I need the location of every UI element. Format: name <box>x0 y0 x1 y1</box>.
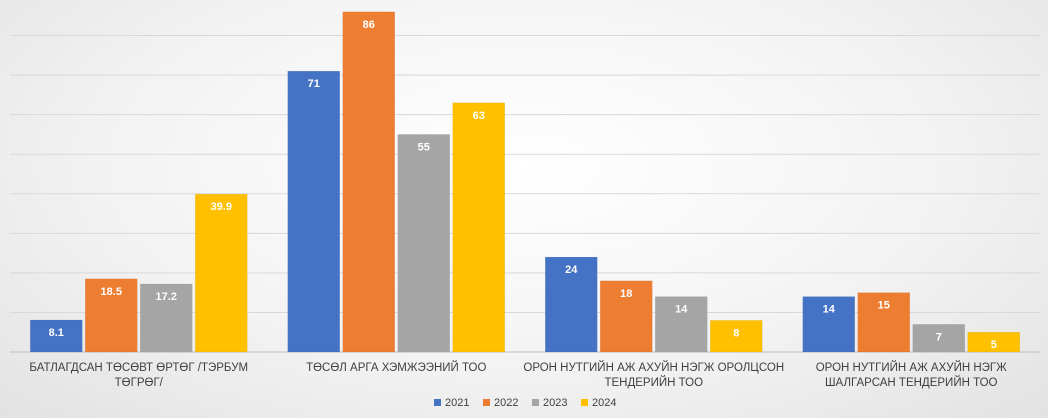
category-label: ШАЛГАРСАН ТЕНДЕРИЙН ТОО <box>825 376 998 389</box>
bar-2022 <box>857 292 910 353</box>
legend-label: 2022 <box>494 397 518 409</box>
data-label: 71 <box>308 78 320 90</box>
category-labels: БАТЛАГДСАН ТӨСӨВТ ӨРТӨГ /ТЭРБУМ ТӨГРӨГ/ТӨ… <box>29 361 1007 389</box>
legend-swatch <box>483 399 490 406</box>
data-label: 63 <box>473 110 485 122</box>
legend-swatch <box>581 399 588 406</box>
bar-2023 <box>397 134 450 353</box>
data-labels: 8.1 18.5 17.2 39.9 71 86 55 63 24 18 14 8 14 15 7 5 <box>49 19 997 351</box>
bar-2021 <box>287 70 340 353</box>
bar-2024 <box>710 320 763 353</box>
bar-2024 <box>195 193 248 353</box>
data-label: 15 <box>878 300 890 312</box>
category-label: ОРОН НУТГИЙН АЖ АХУЙН НЭГЖ <box>816 361 1007 374</box>
gridlines <box>10 35 1040 353</box>
data-label: 86 <box>363 19 375 31</box>
data-label: 55 <box>418 141 430 153</box>
bar-2024 <box>967 331 1020 353</box>
legend-swatch <box>532 399 539 406</box>
bar-2021 <box>545 256 598 353</box>
bar-2021 <box>30 319 83 353</box>
data-label: 17.2 <box>156 291 177 303</box>
bar-2022 <box>342 11 395 353</box>
bar-2022 <box>85 278 138 353</box>
data-label: 14 <box>823 304 836 316</box>
data-label: 39.9 <box>211 201 232 213</box>
bar-2023 <box>140 283 193 353</box>
data-label: 5 <box>991 339 997 351</box>
data-label: 14 <box>675 304 688 316</box>
legend: 2021 2022 2023 2024 <box>434 397 616 409</box>
data-label: 8.1 <box>49 327 64 339</box>
legend-label: 2024 <box>592 397 616 409</box>
data-label: 18 <box>620 288 632 300</box>
data-label: 7 <box>936 331 942 343</box>
bar-2023 <box>912 324 965 353</box>
data-label: 8 <box>733 327 739 339</box>
bar-2022 <box>600 280 653 353</box>
category-label: ТӨСӨЛ АРГА ХЭМЖЭЭНИЙ ТОО <box>306 361 486 374</box>
category-label: ТӨГРӨГ/ <box>115 377 164 389</box>
legend-label: 2023 <box>543 397 567 409</box>
bar-2023 <box>655 296 708 353</box>
data-label: 18.5 <box>101 286 122 298</box>
legend-label: 2021 <box>445 397 469 409</box>
category-label: БАТЛАГДСАН ТӨСӨВТ ӨРТӨГ /ТЭРБУМ <box>29 362 248 374</box>
data-label: 24 <box>565 264 578 276</box>
bar-2024 <box>452 102 505 353</box>
bar-2021 <box>802 296 855 353</box>
bars <box>30 11 1020 353</box>
legend-swatch <box>434 399 441 406</box>
category-label: ОРОН НУТГИЙН АЖ АХУЙН НЭГЖ ОРОЛЦСОН <box>523 361 784 374</box>
category-label: ТЕНДЕРИЙН ТОО <box>604 376 703 389</box>
